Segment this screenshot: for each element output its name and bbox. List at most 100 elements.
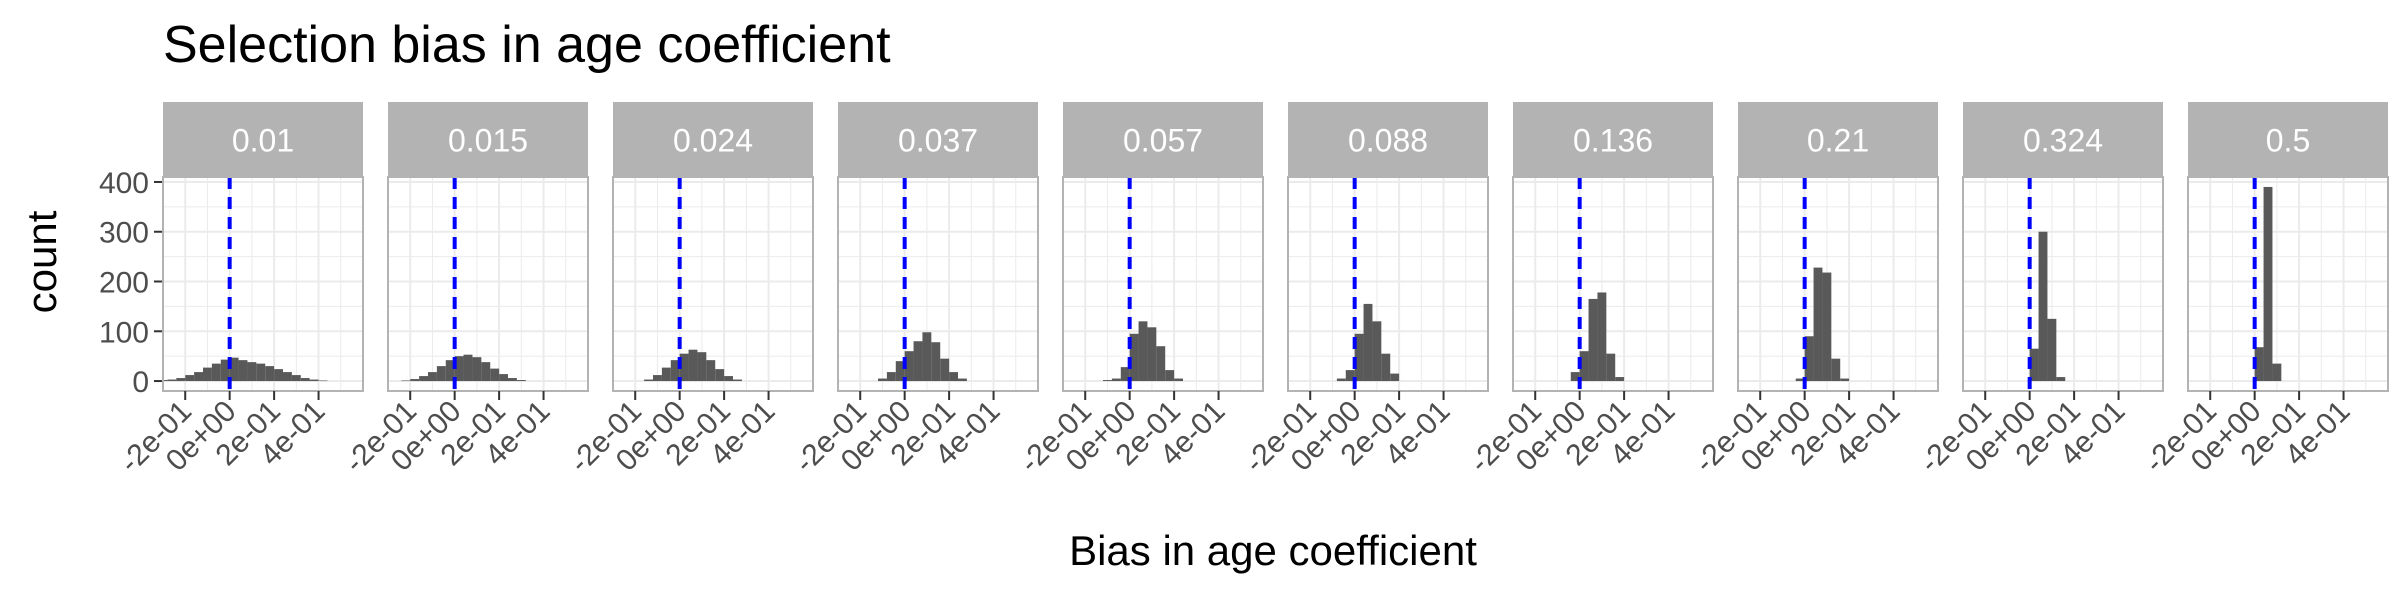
histogram-bar (697, 352, 707, 382)
x-axis-label: Bias in age coefficient (1069, 527, 1477, 574)
histogram-bar (1579, 351, 1589, 382)
histogram-bar (2272, 363, 2282, 382)
histogram-bar (490, 368, 500, 382)
histogram-bar (2038, 231, 2048, 382)
histogram-bar (1138, 321, 1148, 382)
panel-background (388, 177, 588, 391)
histogram-bar (1363, 303, 1373, 382)
histogram-bar (1795, 378, 1805, 382)
histogram-bar (1103, 380, 1112, 382)
histogram-bar (1588, 298, 1598, 382)
histogram-bar (211, 363, 221, 382)
facet-strip (388, 102, 588, 177)
histogram-bar (1129, 333, 1139, 382)
histogram-bar (653, 375, 662, 382)
histogram-bar (940, 358, 950, 382)
histogram-bar (895, 361, 905, 382)
y-tick-label: 100 (99, 316, 149, 349)
histogram-bar (1120, 367, 1130, 382)
facet-strip-label: 0.324 (2023, 123, 2103, 159)
panel-border (1062, 176, 1264, 392)
histogram-bar (428, 372, 437, 382)
facet-strip-label: 0.01 (232, 123, 294, 159)
facet-strip-label: 0.136 (1573, 123, 1653, 159)
histogram-bar (733, 379, 742, 382)
histogram-bar (203, 367, 212, 382)
histogram-bar (283, 372, 292, 382)
histogram-bar (410, 379, 420, 382)
facet-strip (163, 102, 363, 177)
histogram-bar (436, 366, 446, 382)
histogram-bar (1381, 353, 1391, 382)
histogram-bar (163, 380, 168, 382)
panel-background (1963, 177, 2163, 391)
facet-strip (613, 102, 813, 177)
histogram-bar (644, 379, 653, 382)
histogram-bar (516, 380, 526, 382)
histogram-bar (265, 366, 275, 382)
histogram-bar (1831, 358, 1841, 382)
histogram-bar (1156, 346, 1166, 382)
histogram-bar (1336, 378, 1346, 382)
panel-background (1738, 177, 1938, 391)
panel-border (1737, 176, 1939, 392)
histogram-bar (220, 359, 230, 382)
histogram-bar (419, 376, 428, 382)
histogram-bar (1606, 353, 1616, 382)
histogram-bar (2254, 347, 2264, 382)
panel-border (162, 176, 364, 392)
histogram-bar (1804, 336, 1814, 382)
histogram-bar (229, 357, 239, 382)
histogram-bar (1813, 267, 1823, 382)
facet-strip (838, 102, 1038, 177)
histogram-bar (2029, 348, 2039, 382)
histogram-bar (904, 351, 914, 382)
histogram-bar (247, 362, 257, 382)
histogram-bar (1570, 372, 1580, 382)
facet-strip (1288, 102, 1488, 177)
histogram-bar (1840, 378, 1850, 382)
facet-strip-label: 0.057 (1123, 123, 1203, 159)
histogram-bar (167, 379, 177, 382)
histogram-bar (454, 356, 464, 382)
histogram-bar (1597, 292, 1607, 382)
facet-strip (1738, 102, 1938, 177)
histogram-bar (1174, 378, 1183, 382)
histogram-bar (1354, 333, 1364, 382)
histogram-bar (176, 378, 186, 382)
histogram-bar (1147, 327, 1157, 382)
histogram-bar (1390, 373, 1400, 382)
histogram-bar (256, 363, 266, 382)
histogram-bar (1111, 378, 1121, 382)
panel-border (387, 176, 589, 392)
histogram-bar (878, 378, 887, 382)
histogram-bar (291, 375, 301, 382)
panel-border (612, 176, 814, 392)
histogram-bar (886, 372, 896, 382)
facet-strip (1963, 102, 2163, 177)
facet-strip (1513, 102, 1713, 177)
histogram-bar (274, 369, 283, 382)
histogram-bar (445, 360, 455, 382)
y-axis-label: count (18, 210, 65, 313)
panel-border (837, 176, 1039, 392)
facet-strip-label: 0.024 (673, 123, 753, 159)
histogram-bar (238, 360, 248, 382)
panel-border (2187, 176, 2389, 392)
facet-strip-label: 0.037 (898, 123, 978, 159)
histogram-bar (958, 378, 967, 382)
histogram-bar (670, 360, 680, 382)
panel-background (2188, 177, 2388, 391)
histogram-bar (949, 372, 958, 382)
panel-background (163, 177, 363, 391)
histogram-bar (913, 341, 923, 382)
histogram-bar (688, 349, 698, 382)
facet-strip (1063, 102, 1263, 177)
histogram-bar (1822, 272, 1832, 382)
